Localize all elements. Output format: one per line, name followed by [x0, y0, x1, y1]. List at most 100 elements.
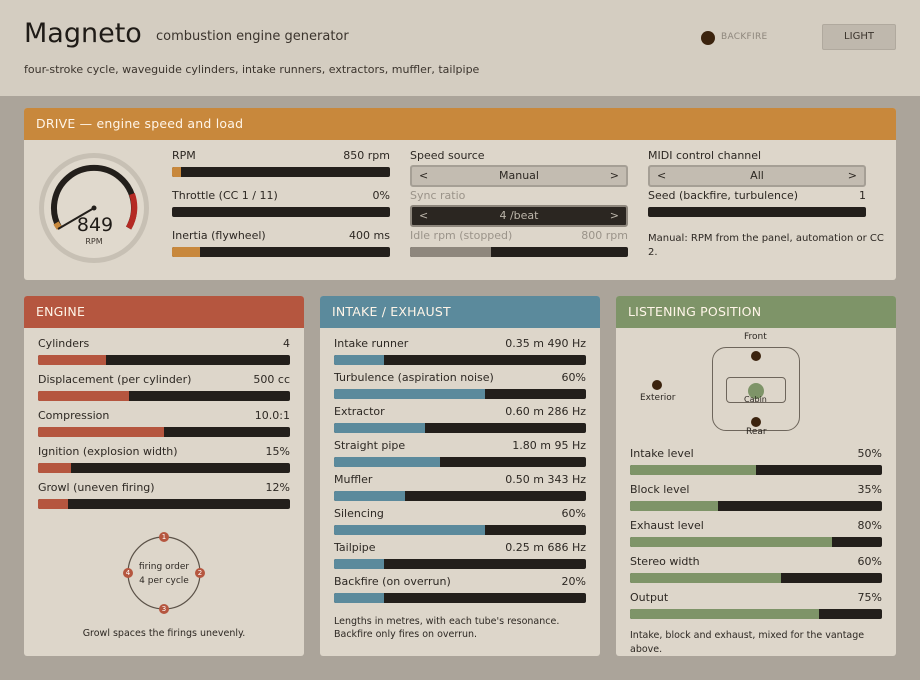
- ignition-value: 15%: [265, 445, 290, 458]
- rpm-fill: [172, 167, 181, 177]
- displacement-slider[interactable]: [38, 391, 290, 401]
- ignition-label: Ignition (explosion width): [38, 445, 178, 458]
- intake-note-1: Lengths in metres, with each tube's reso…: [334, 616, 560, 627]
- backfire-fill: [334, 593, 385, 603]
- turbulence-label: Turbulence (aspiration noise): [334, 371, 494, 384]
- growl-value: 12%: [265, 481, 290, 494]
- idle-rpm-label: Idle rpm (stopped): [410, 229, 513, 242]
- growl-control[interactable]: Growl (uneven firing) 12%: [38, 481, 290, 511]
- backfire-slider[interactable]: [334, 593, 586, 603]
- tailpipe-fill: [334, 559, 385, 569]
- front-position-dot[interactable]: [751, 351, 761, 361]
- seed-slider[interactable]: [648, 207, 866, 217]
- inertia-slider[interactable]: [172, 247, 390, 257]
- header: Magneto combustion engine generator four…: [0, 0, 920, 96]
- cylinders-slider[interactable]: [38, 355, 290, 365]
- listening-position-map[interactable]: Front Rear Cabin Exterior: [616, 332, 896, 442]
- inertia-value: 400 ms: [349, 229, 390, 242]
- tailpipe-value: 0.25 m 686 Hz: [505, 541, 586, 554]
- sync-ratio-control: Sync ratio: [410, 189, 628, 203]
- exterior-position-dot[interactable]: [652, 380, 662, 390]
- output-value: 75%: [857, 591, 882, 604]
- drive-note: Manual: RPM from the panel, automation o…: [648, 233, 884, 258]
- speed-source-selector[interactable]: < Manual >: [410, 165, 628, 187]
- ignition-fill: [38, 463, 71, 473]
- throttle-slider[interactable]: [172, 207, 390, 217]
- stereo-width-fill: [630, 573, 782, 583]
- idle-rpm-control[interactable]: Idle rpm (stopped) 800 rpm: [410, 229, 628, 259]
- block-level-control[interactable]: Block level 35%: [630, 483, 882, 513]
- cylinders-label: Cylinders: [38, 337, 90, 350]
- turbulence-control[interactable]: Turbulence (aspiration noise) 60%: [334, 371, 586, 401]
- intake-level-value: 50%: [857, 447, 882, 460]
- firing-count-label: 4 per cycle: [139, 576, 189, 586]
- sync-ratio-next-button[interactable]: >: [609, 209, 619, 222]
- midi-channel-next-button[interactable]: >: [847, 169, 857, 182]
- rpm-control[interactable]: RPM 850 rpm: [172, 149, 390, 179]
- seed-label: Seed (backfire, turbulence): [648, 189, 799, 202]
- displacement-control[interactable]: Displacement (per cylinder) 500 cc: [38, 373, 290, 403]
- extractor-slider[interactable]: [334, 423, 586, 433]
- inertia-control[interactable]: Inertia (flywheel) 400 ms: [172, 229, 390, 259]
- rpm-value: 850 rpm: [343, 149, 390, 162]
- seed-control[interactable]: Seed (backfire, turbulence) 1: [648, 189, 866, 219]
- sync-ratio-prev-button[interactable]: <: [419, 209, 429, 222]
- intake-runner-slider[interactable]: [334, 355, 586, 365]
- tailpipe-slider[interactable]: [334, 559, 586, 569]
- backfire-label: BACKFIRE: [721, 32, 768, 42]
- extractor-label: Extractor: [334, 405, 385, 418]
- extractor-control[interactable]: Extractor 0.60 m 286 Hz: [334, 405, 586, 435]
- output-slider[interactable]: [630, 609, 882, 619]
- straight-pipe-label: Straight pipe: [334, 439, 406, 452]
- rear-position-dot[interactable]: [751, 417, 761, 427]
- compression-control[interactable]: Compression 10.0:1: [38, 409, 290, 439]
- drive-panel: DRIVE — engine speed and load 849 RPM RP…: [24, 108, 896, 280]
- exhaust-level-control[interactable]: Exhaust level 80%: [630, 519, 882, 549]
- backfire-control[interactable]: Backfire (on overrun) 20%: [334, 575, 586, 605]
- straight-pipe-slider[interactable]: [334, 457, 586, 467]
- idle-rpm-slider[interactable]: [410, 247, 628, 257]
- block-level-fill: [630, 501, 719, 511]
- exhaust-level-slider[interactable]: [630, 537, 882, 547]
- intake-level-fill: [630, 465, 756, 475]
- sync-ratio-selector[interactable]: < 4 /beat >: [410, 205, 628, 227]
- backfire-label: Backfire (on overrun): [334, 575, 451, 588]
- output-control[interactable]: Output 75%: [630, 591, 882, 621]
- midi-channel-prev-button[interactable]: <: [657, 169, 667, 182]
- throttle-control[interactable]: Throttle (CC 1 / 11) 0%: [172, 189, 390, 219]
- muffler-fill: [334, 491, 405, 501]
- midi-channel-selector[interactable]: < All >: [648, 165, 866, 187]
- silencing-control[interactable]: Silencing 60%: [334, 507, 586, 537]
- intake-level-slider[interactable]: [630, 465, 882, 475]
- growl-slider[interactable]: [38, 499, 290, 509]
- intake-level-control[interactable]: Intake level 50%: [630, 447, 882, 477]
- muffler-slider[interactable]: [334, 491, 586, 501]
- muffler-control[interactable]: Muffler 0.50 m 343 Hz: [334, 473, 586, 503]
- speed-source-prev-button[interactable]: <: [419, 169, 429, 182]
- block-level-value: 35%: [857, 483, 882, 496]
- silencing-slider[interactable]: [334, 525, 586, 535]
- tailpipe-label: Tailpipe: [334, 541, 376, 554]
- firing-dot-3: 3: [159, 604, 169, 614]
- theme-toggle-button[interactable]: LIGHT: [822, 24, 896, 50]
- rpm-slider[interactable]: [172, 167, 390, 177]
- exhaust-level-fill: [630, 537, 832, 547]
- straight-pipe-control[interactable]: Straight pipe 1.80 m 95 Hz: [334, 439, 586, 469]
- block-level-slider[interactable]: [630, 501, 882, 511]
- stereo-width-control[interactable]: Stereo width 60%: [630, 555, 882, 585]
- cylinders-fill: [38, 355, 107, 365]
- cabin-position-dot-selected[interactable]: [748, 383, 764, 399]
- stereo-width-slider[interactable]: [630, 573, 882, 583]
- speed-source-next-button[interactable]: >: [609, 169, 619, 182]
- intake-runner-control[interactable]: Intake runner 0.35 m 490 Hz: [334, 337, 586, 367]
- turbulence-slider[interactable]: [334, 389, 586, 399]
- cylinders-control[interactable]: Cylinders 4: [38, 337, 290, 367]
- compression-slider[interactable]: [38, 427, 290, 437]
- ignition-control[interactable]: Ignition (explosion width) 15%: [38, 445, 290, 475]
- ignition-slider[interactable]: [38, 463, 290, 473]
- firing-dot-2: 2: [195, 568, 205, 578]
- rpm-gauge[interactable]: 849 RPM: [38, 152, 150, 264]
- silencing-fill: [334, 525, 486, 535]
- tailpipe-control[interactable]: Tailpipe 0.25 m 686 Hz: [334, 541, 586, 571]
- straight-pipe-fill: [334, 457, 440, 467]
